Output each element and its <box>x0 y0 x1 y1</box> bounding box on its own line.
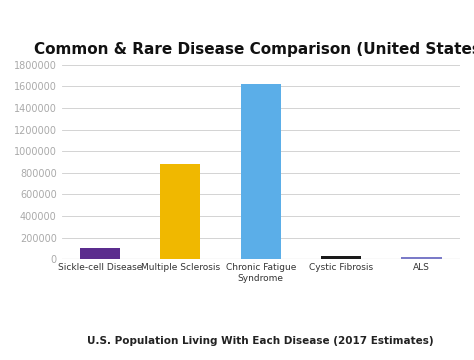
Bar <box>321 256 361 259</box>
Bar <box>80 248 120 259</box>
Bar <box>241 84 281 259</box>
Bar <box>160 164 201 259</box>
Text: U.S. Population Living With Each Disease (2017 Estimates): U.S. Population Living With Each Disease… <box>87 336 434 346</box>
Bar <box>401 257 442 259</box>
Title: Common & Rare Disease Comparison (United States): Common & Rare Disease Comparison (United… <box>34 42 474 57</box>
